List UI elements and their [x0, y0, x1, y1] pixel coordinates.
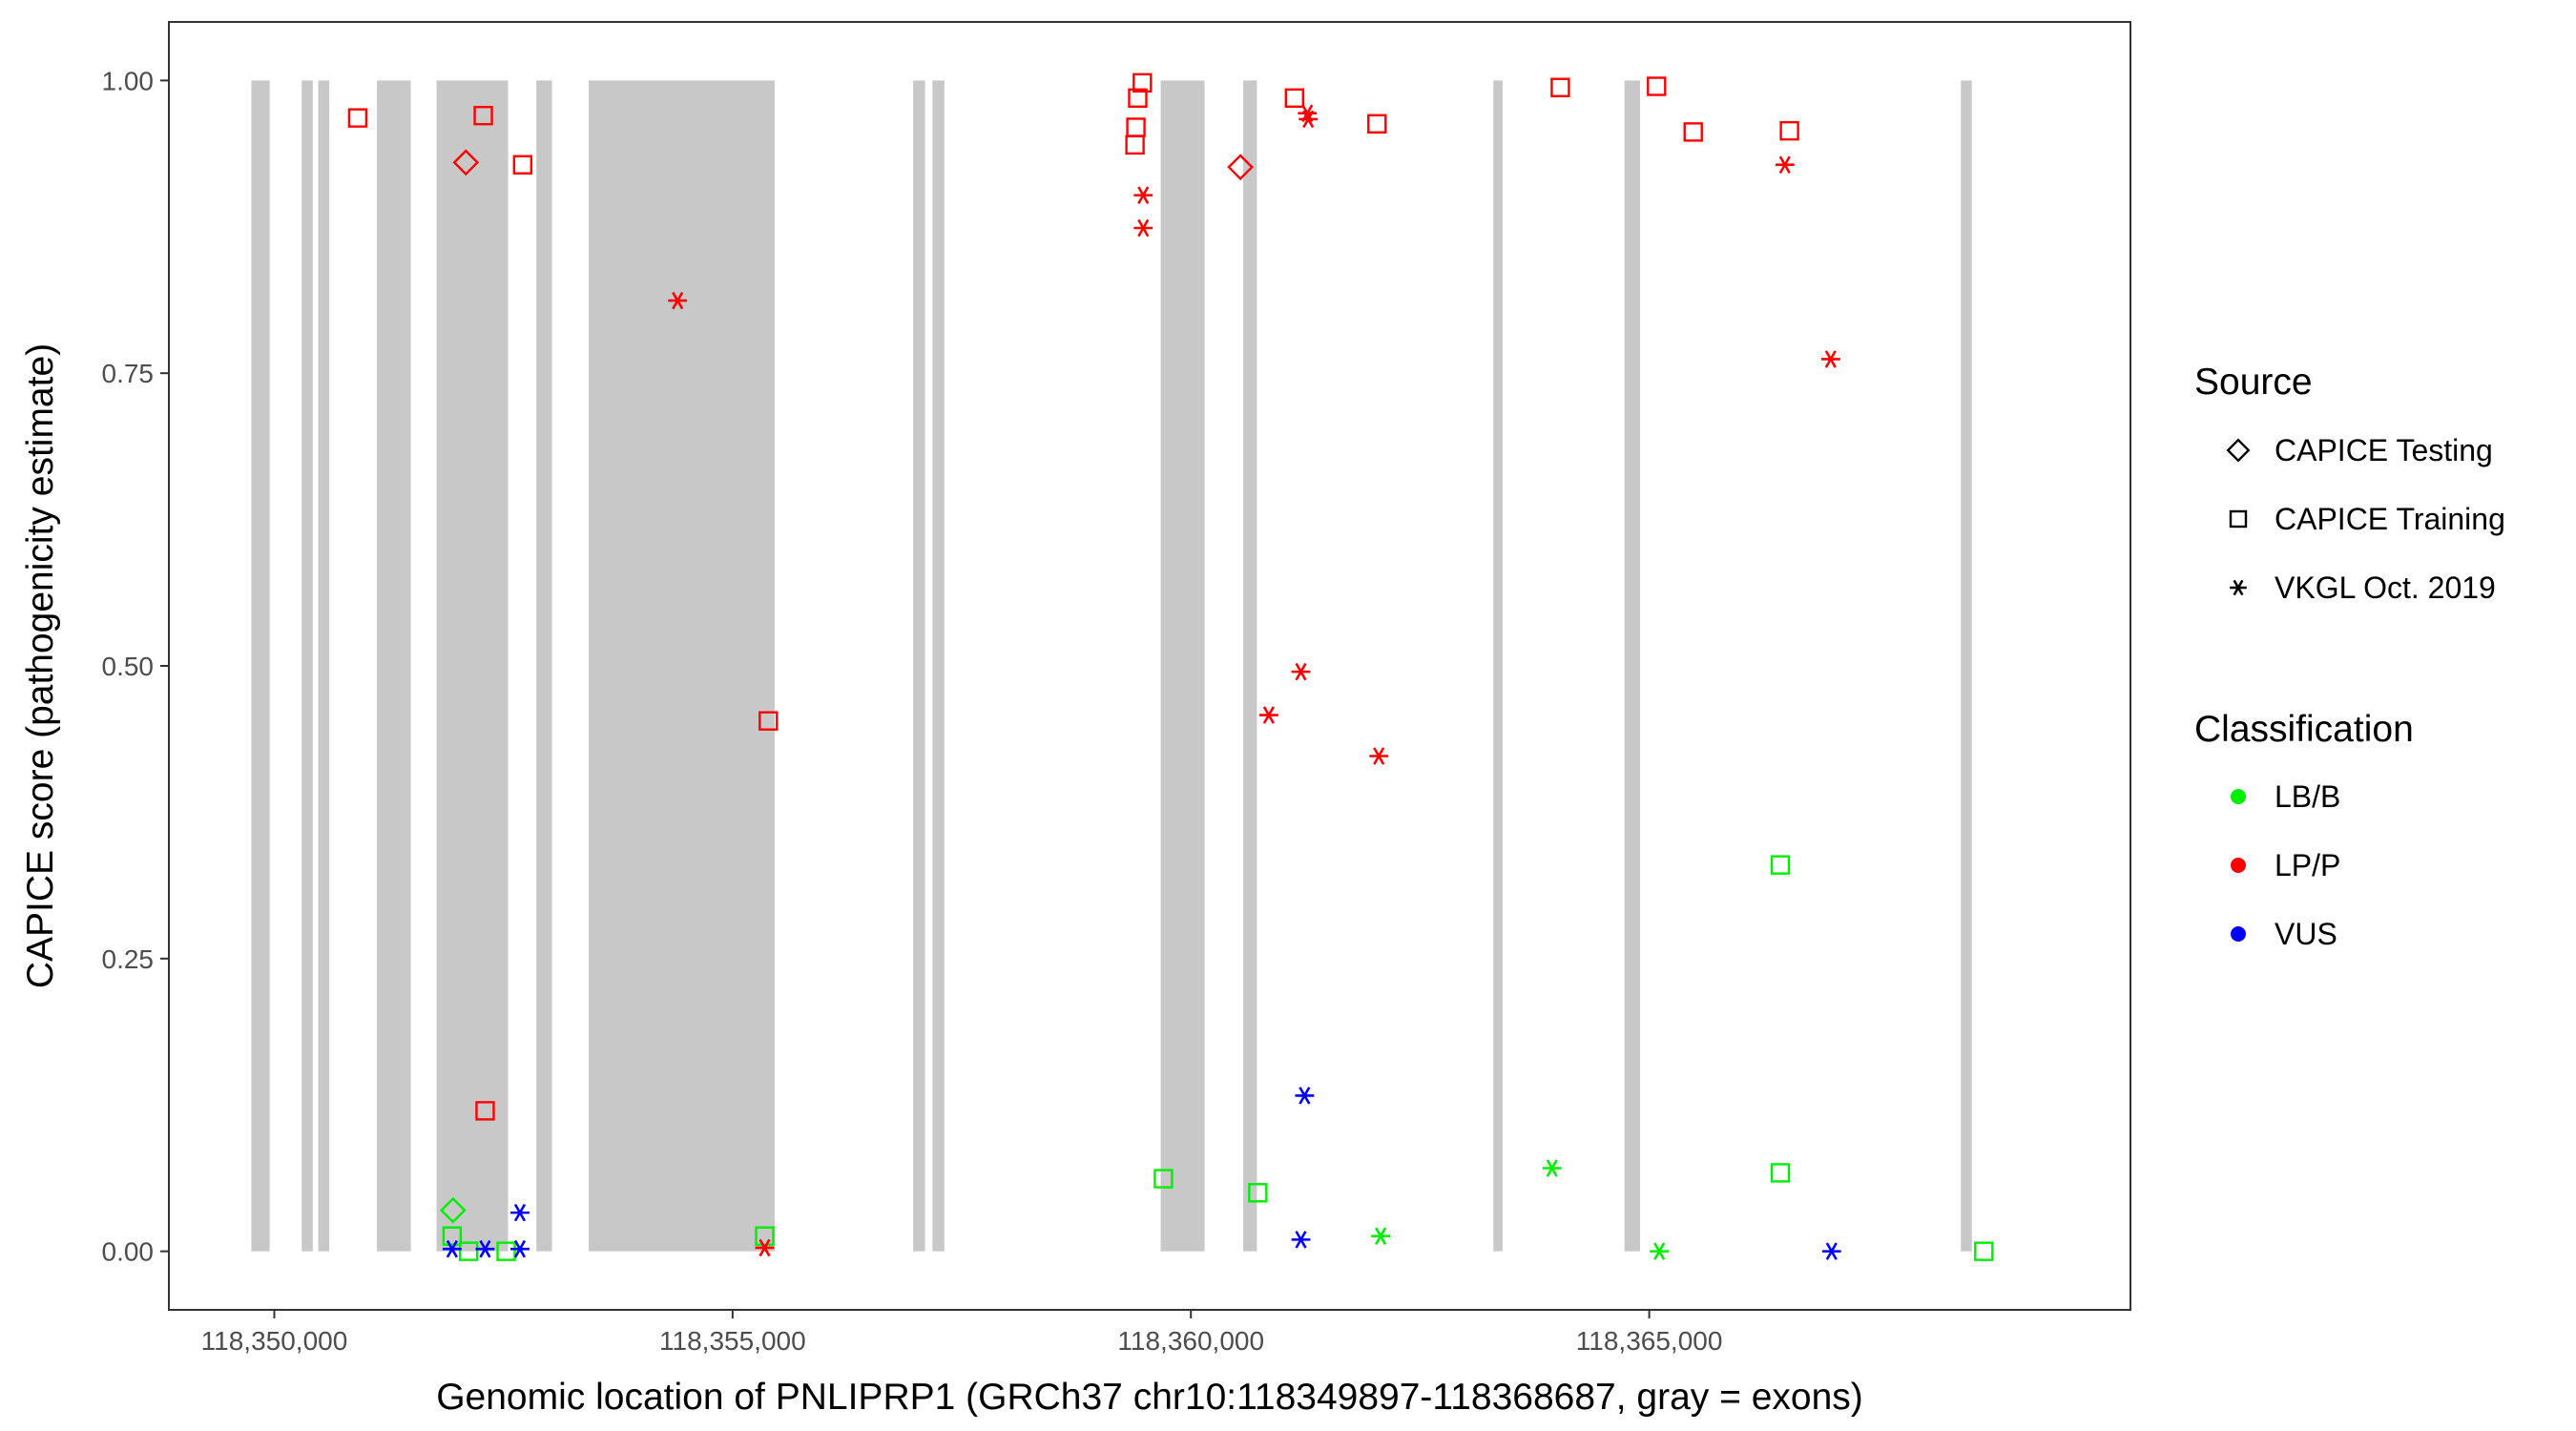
data-point	[1770, 855, 1791, 875]
data-point	[1248, 1183, 1268, 1203]
data-point	[755, 1238, 775, 1257]
exon-band	[377, 80, 411, 1252]
data-point	[1258, 706, 1278, 724]
y-tick-label: 0.75	[102, 359, 155, 388]
data-point	[1775, 156, 1795, 174]
x-axis-title: Genomic location of PNLIPRP1 (GRCh37 chr…	[436, 1377, 1863, 1418]
data-point	[1227, 154, 1254, 181]
x-tick-label: 118,365,000	[1576, 1326, 1723, 1356]
legend-key-square	[2229, 509, 2248, 529]
data-point	[668, 291, 688, 310]
data-point	[1974, 1241, 1994, 1261]
data-point	[1128, 88, 1148, 108]
exon-band	[913, 80, 925, 1252]
data-point	[475, 1239, 495, 1258]
data-point	[1650, 1242, 1670, 1260]
exon-shading	[251, 80, 1972, 1252]
legend-key-diamond	[2226, 438, 2251, 463]
data-point	[1779, 120, 1799, 141]
data-point	[512, 155, 533, 175]
exon-band	[1160, 80, 1205, 1252]
exon-band	[1961, 80, 1972, 1252]
exon-band	[932, 80, 945, 1252]
data-point	[452, 149, 480, 176]
data-point	[1291, 662, 1311, 681]
y-tick-label: 0.50	[102, 652, 155, 681]
legend-key-asterisk	[2230, 579, 2247, 596]
data-point	[1820, 350, 1840, 368]
data-point	[1298, 110, 1319, 129]
exon-band	[251, 80, 270, 1252]
data-point	[458, 1241, 479, 1261]
data-point	[1550, 77, 1570, 97]
data-point	[1821, 1242, 1841, 1260]
y-tick-label: 0.00	[102, 1237, 155, 1267]
data-point	[442, 1239, 462, 1258]
exon-band	[1624, 80, 1640, 1252]
data-point	[1647, 76, 1667, 96]
data-point	[1153, 1169, 1174, 1189]
data-point	[473, 105, 493, 126]
data-point	[758, 711, 779, 731]
x-tick-label: 118,360,000	[1117, 1326, 1264, 1356]
legend-title-source: Source	[2194, 362, 2313, 403]
exon-band	[301, 80, 313, 1252]
legend-source-label-testing: CAPICE Testing	[2275, 433, 2493, 467]
legend-class-label-lbb: LB/B	[2275, 779, 2340, 814]
legend-class-label-vus: VUS	[2275, 917, 2337, 951]
x-axis: 118,350,000 118,355,000 118,360,000 118,365…	[201, 1310, 1723, 1356]
data-points	[347, 73, 1994, 1261]
data-point	[1291, 1231, 1311, 1249]
x-tick-label: 118,355,000	[659, 1326, 806, 1356]
legend: Source CAPICE Testing CAPICE Training VK…	[2194, 362, 2505, 951]
data-point	[510, 1203, 530, 1222]
legend-source-label-training: CAPICE Training	[2275, 502, 2505, 536]
legend-title-classification: Classification	[2194, 709, 2414, 750]
data-point	[1125, 135, 1145, 156]
y-axis: 0.00 0.25 0.50 0.75 1.00	[102, 66, 169, 1267]
exon-band	[318, 80, 330, 1252]
data-point	[1542, 1159, 1562, 1177]
legend-key-dot	[2231, 926, 2246, 942]
data-point	[1132, 73, 1153, 93]
exon-band	[1493, 80, 1503, 1252]
legend-source-keys	[2226, 438, 2251, 596]
data-point	[475, 1101, 495, 1121]
data-point	[1295, 1087, 1315, 1105]
legend-key-dot	[2231, 858, 2246, 873]
data-point	[510, 1239, 530, 1258]
data-point	[1133, 186, 1153, 204]
legend-class-keys	[2231, 789, 2246, 942]
data-point	[347, 108, 368, 128]
y-tick-label: 1.00	[102, 66, 155, 95]
data-point	[1683, 122, 1703, 142]
data-point	[1133, 218, 1153, 238]
exon-band	[536, 80, 552, 1252]
exon-band	[436, 80, 509, 1252]
legend-key-dot	[2231, 789, 2246, 804]
data-point	[1369, 747, 1389, 765]
data-point	[496, 1241, 516, 1261]
data-point	[442, 1226, 463, 1246]
data-point	[1770, 1163, 1791, 1183]
data-point	[1371, 1227, 1391, 1245]
data-point	[439, 1196, 467, 1224]
legend-class-label-lpp: LP/P	[2275, 848, 2340, 882]
data-point	[1367, 114, 1387, 134]
exon-band	[589, 80, 776, 1252]
exon-band	[1242, 80, 1257, 1252]
y-axis-title: CAPICE score (pathogenicity estimate)	[20, 343, 61, 988]
data-point	[755, 1226, 775, 1246]
data-point	[1284, 88, 1304, 108]
legend-source-label-vkgl: VKGL Oct. 2019	[2275, 570, 2496, 605]
y-tick-label: 0.25	[102, 944, 155, 974]
x-tick-label: 118,350,000	[201, 1326, 348, 1356]
